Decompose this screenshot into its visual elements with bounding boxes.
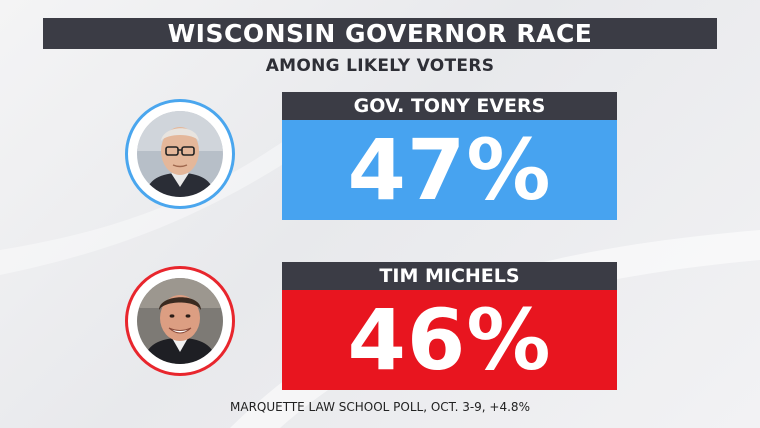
evers-percent-value: 47%	[282, 120, 617, 220]
chart-title: WISCONSIN GOVERNOR RACE	[43, 18, 717, 49]
chart-subtitle: AMONG LIKELY VOTERS	[265, 56, 495, 76]
michels-photo-ring	[125, 266, 235, 376]
michels-photo	[137, 278, 223, 364]
michels-percent-value: 46%	[282, 290, 617, 390]
evers-name-label: GOV. TONY EVERS	[282, 92, 617, 120]
evers-photo	[137, 111, 223, 197]
source-note: MARQUETTE LAW SCHOOL POLL, OCT. 3-9, +4.…	[230, 400, 530, 414]
michels-name-label: TIM MICHELS	[282, 262, 617, 290]
evers-photo-ring	[125, 99, 235, 209]
